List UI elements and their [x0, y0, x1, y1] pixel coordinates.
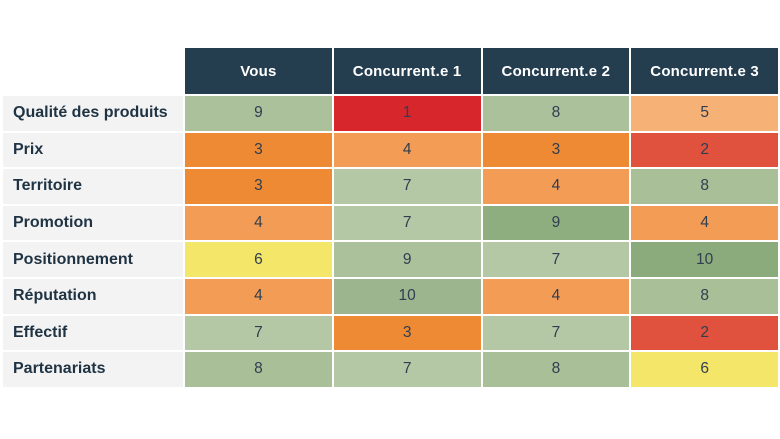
score-cell: 4	[482, 169, 630, 204]
row-label: Promotion	[3, 205, 183, 241]
score-cell: 8	[631, 169, 778, 204]
row-label: Territoire	[3, 169, 183, 204]
score-cell: 10	[333, 278, 481, 314]
column-header-concurrent-2: Concurrent.e 2	[482, 48, 630, 94]
column-header-vous: Vous	[185, 48, 332, 94]
row-label: Effectif	[3, 315, 183, 351]
score-cell: 7	[333, 169, 481, 204]
score-cell: 2	[631, 132, 778, 168]
score-cell: 9	[482, 205, 630, 241]
score-cell: 10	[631, 242, 778, 277]
score-cell: 7	[185, 315, 332, 351]
score-cell: 8	[482, 352, 630, 387]
score-cell: 3	[482, 132, 630, 168]
score-cell: 8	[482, 96, 630, 131]
score-cell: 3	[333, 315, 481, 351]
score-cell: 8	[185, 352, 332, 387]
score-cell: 7	[333, 352, 481, 387]
score-cell: 3	[185, 132, 332, 168]
score-cell: 6	[185, 242, 332, 277]
row-label: Partenariats	[3, 352, 183, 387]
row-label: Réputation	[3, 278, 183, 314]
score-cell: 4	[482, 278, 630, 314]
row-label: Prix	[3, 132, 183, 168]
score-cell: 9	[333, 242, 481, 277]
score-cell: 7	[482, 242, 630, 277]
row-label: Positionnement	[3, 242, 183, 277]
score-cell: 1	[333, 96, 481, 131]
score-cell: 7	[333, 205, 481, 241]
score-cell: 4	[333, 132, 481, 168]
score-cell: 4	[185, 205, 332, 241]
score-cell: 5	[631, 96, 778, 131]
score-cell: 4	[185, 278, 332, 314]
row-label: Qualité des produits	[3, 96, 183, 131]
score-cell: 6	[631, 352, 778, 387]
score-cell: 4	[631, 205, 778, 241]
matrix-corner-spacer	[3, 48, 183, 94]
column-header-concurrent-3: Concurrent.e 3	[631, 48, 778, 94]
score-cell: 9	[185, 96, 332, 131]
score-cell: 3	[185, 169, 332, 204]
score-cell: 7	[482, 315, 630, 351]
score-cell: 2	[631, 315, 778, 351]
score-cell: 8	[631, 278, 778, 314]
competitive-matrix-table: Vous Concurrent.e 1 Concurrent.e 2 Concurre…	[3, 48, 778, 387]
column-header-concurrent-1: Concurrent.e 1	[333, 48, 481, 94]
